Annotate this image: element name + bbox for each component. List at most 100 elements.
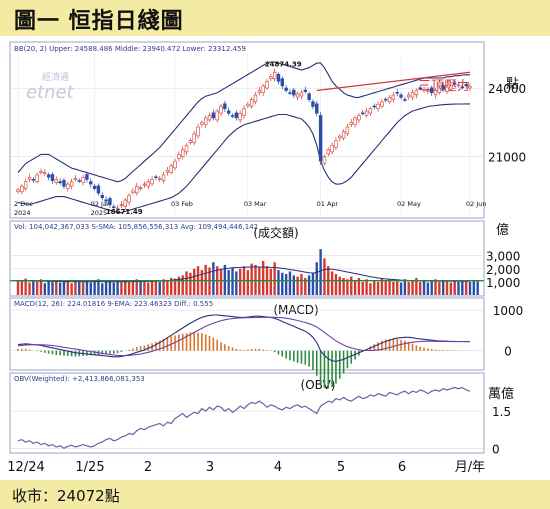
candle-body bbox=[280, 78, 285, 87]
candle-body bbox=[73, 178, 78, 180]
volume-bar bbox=[350, 276, 353, 295]
volume-bar bbox=[101, 283, 104, 295]
volume-bar bbox=[66, 279, 69, 295]
volume-bar bbox=[476, 281, 479, 295]
candle-body bbox=[403, 99, 407, 101]
macd-tick-label: 1000 bbox=[493, 304, 524, 318]
volume-bar bbox=[323, 258, 326, 295]
volume-tick-label: 2,000 bbox=[486, 263, 520, 277]
candle-body bbox=[161, 174, 166, 181]
candle-body bbox=[410, 92, 415, 98]
price-info: BB(20, 2) Upper: 24588.486 Middle: 23940… bbox=[14, 45, 246, 53]
candle-body bbox=[276, 74, 281, 82]
date-label: 01 Apr bbox=[317, 200, 339, 208]
volume-bar bbox=[81, 282, 85, 295]
candle-body bbox=[89, 181, 93, 185]
low-annotation: 18671.49 bbox=[106, 208, 143, 216]
candle-body bbox=[464, 84, 468, 87]
volume-bar bbox=[468, 281, 472, 295]
candle-body bbox=[203, 117, 208, 125]
volume-bar bbox=[361, 281, 364, 295]
candle-body bbox=[361, 112, 365, 115]
candle-body bbox=[422, 89, 426, 91]
volume-bar bbox=[185, 271, 188, 295]
volume-bar bbox=[39, 279, 43, 295]
candle-body bbox=[207, 115, 212, 121]
volume-bar bbox=[166, 280, 169, 295]
volume-bar bbox=[223, 264, 227, 295]
macd-panel bbox=[9, 297, 485, 371]
date-label: 02 Jun bbox=[466, 200, 487, 208]
candle-body bbox=[349, 122, 353, 125]
volume-bar bbox=[269, 268, 273, 295]
volume-bar bbox=[472, 280, 476, 295]
candle-body bbox=[391, 94, 396, 100]
candle-body bbox=[169, 165, 173, 173]
volume-bar bbox=[158, 281, 161, 295]
x-tick-label: 3 bbox=[206, 460, 214, 475]
candle-body bbox=[192, 133, 196, 144]
date-label: 03 Mar bbox=[244, 200, 267, 208]
candle-body bbox=[307, 93, 311, 100]
candle-body bbox=[31, 178, 36, 181]
volume-bar bbox=[319, 249, 322, 295]
x-tick-label: 12/24 bbox=[8, 460, 45, 475]
volume-bar bbox=[212, 262, 215, 295]
volume-bar bbox=[277, 270, 280, 295]
candle-body bbox=[269, 76, 273, 79]
obv-line bbox=[17, 386, 471, 449]
price-tick-label: 24000 bbox=[488, 82, 526, 96]
volume-bar bbox=[127, 282, 131, 295]
volume-bar bbox=[449, 282, 453, 295]
volume-bar bbox=[162, 279, 165, 295]
candle-body bbox=[85, 174, 89, 180]
candle-body bbox=[23, 181, 28, 189]
candle-body bbox=[35, 174, 39, 182]
candle-body bbox=[334, 140, 338, 148]
volume-bar bbox=[380, 277, 384, 295]
candle-body bbox=[414, 90, 419, 96]
macd-signal-line bbox=[17, 316, 470, 357]
volume-bar bbox=[296, 276, 299, 295]
candle-body bbox=[368, 108, 373, 114]
candle-body bbox=[380, 101, 384, 107]
candle-body bbox=[165, 170, 170, 173]
candle-body bbox=[288, 92, 292, 94]
brand-top: 經濟通 bbox=[42, 71, 69, 83]
candle-body bbox=[92, 185, 97, 189]
volume-bar bbox=[422, 279, 426, 295]
obv-panel bbox=[9, 372, 485, 454]
obv-tick-label: 0 bbox=[492, 442, 500, 456]
candle-body bbox=[226, 110, 231, 114]
volume-bar bbox=[112, 282, 115, 295]
candle-body bbox=[100, 194, 104, 199]
candle-body bbox=[77, 180, 81, 182]
candle-body bbox=[364, 110, 369, 116]
x-tick-label: 4 bbox=[274, 460, 282, 475]
volume-bar bbox=[124, 280, 127, 295]
figure-title: 圖一 恒指日綫圖 bbox=[14, 9, 184, 34]
volume-bar bbox=[170, 277, 173, 295]
candle-body bbox=[20, 186, 24, 193]
volume-bar bbox=[261, 260, 265, 295]
high-annotation: 24874.39 bbox=[265, 60, 302, 68]
candle-body bbox=[96, 185, 101, 194]
x-tick-label: 5 bbox=[337, 460, 345, 475]
volume-bar bbox=[51, 282, 54, 295]
candle-body bbox=[50, 174, 55, 181]
candle-body bbox=[445, 86, 449, 92]
volume-bar bbox=[108, 280, 112, 295]
candle-body bbox=[43, 172, 47, 174]
volume-info: Vol: 104,042,367,033 S-SMA: 105,856,556,… bbox=[14, 223, 258, 231]
candle-body bbox=[311, 101, 315, 107]
volume-bar bbox=[74, 281, 77, 295]
candle-body bbox=[242, 108, 246, 116]
volume-bar bbox=[373, 280, 376, 295]
volume-bar bbox=[131, 281, 135, 295]
candle-body bbox=[223, 103, 227, 110]
volume-bar bbox=[457, 281, 460, 295]
candle-body bbox=[184, 144, 189, 153]
volume-bar bbox=[342, 277, 345, 295]
candle-body bbox=[230, 115, 235, 117]
volume-bar bbox=[24, 278, 27, 295]
